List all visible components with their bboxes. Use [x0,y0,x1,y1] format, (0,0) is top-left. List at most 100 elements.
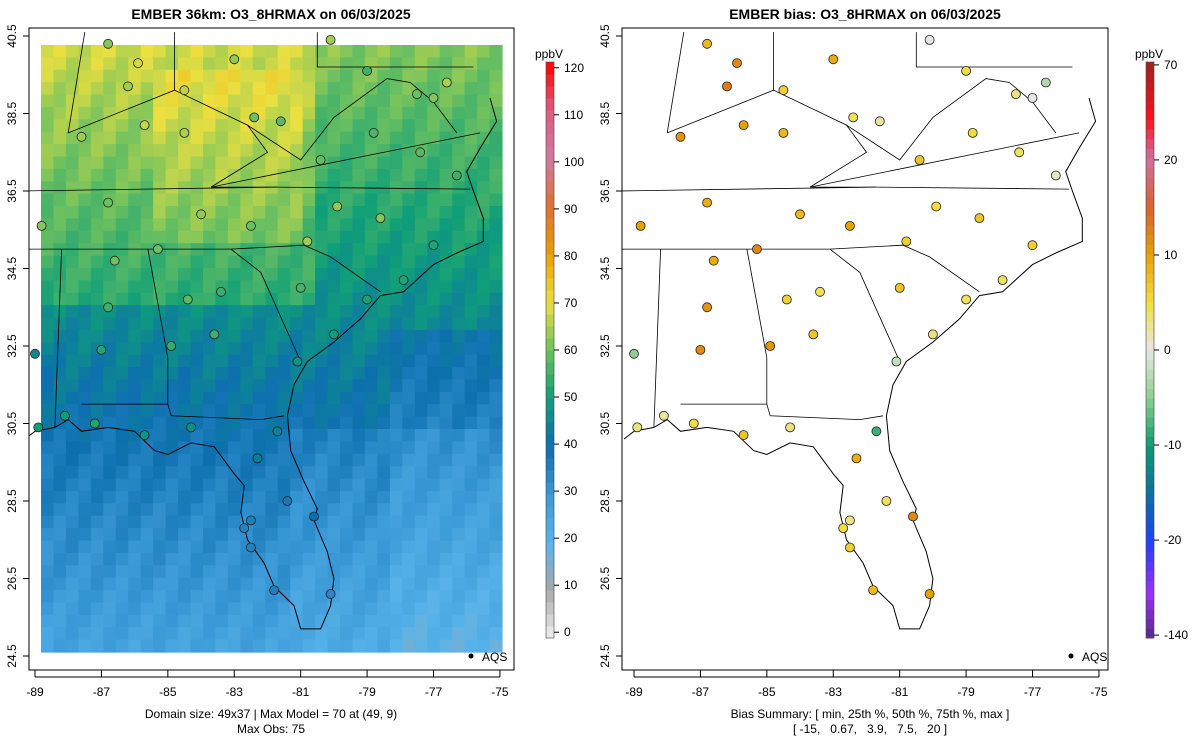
grid-cell [90,255,104,269]
colorbar-segment [1146,609,1154,620]
grid-cell [90,354,104,368]
grid-cell [128,342,142,356]
grid-cell [439,614,453,628]
grid-cell [140,131,154,145]
obs-point [325,589,336,599]
grid-cell [153,193,167,207]
grid-cell [302,540,316,554]
grid-cell [215,94,229,108]
grid-cell [315,168,329,182]
grid-cell [402,627,416,641]
grid-cell [352,528,366,542]
grid-cell [402,131,416,145]
grid-cell [65,552,79,566]
grid-cell [439,379,453,393]
grid-cell [364,218,378,232]
colorbar-segment [1146,532,1154,543]
grid-cell [452,342,466,356]
grid-cell [78,590,92,604]
grid-cell [427,329,441,343]
grid-cell [477,552,491,566]
grid-cell [227,503,241,517]
colorbar-segment [1146,225,1154,236]
grid-cell [115,243,129,257]
grid-cell [477,280,491,294]
grid-cell [265,230,279,244]
grid-cell [340,466,354,480]
grid-cell [427,168,441,182]
grid-cell [78,106,92,120]
grid-cell [78,305,92,319]
grid-cell [427,565,441,579]
grid-cell [489,329,503,343]
obs-point [325,35,336,45]
grid-cell [90,404,104,418]
grid-cell [414,540,428,554]
grid-cell [265,354,279,368]
grid-cell [290,119,304,133]
grid-cell [340,639,354,653]
grid-cell [402,565,416,579]
colorbar-segment [1146,138,1154,149]
bias-point [874,116,885,127]
colorbar-segment [1146,129,1154,140]
grid-cell [290,106,304,120]
grid-cell [290,292,304,306]
grid-cell [41,292,55,306]
bias-point [891,356,902,367]
grid-cell [165,206,179,219]
grid-cell [153,416,167,430]
grid-cell [414,57,428,71]
grid-cell [227,268,241,281]
grid-cell [315,292,329,306]
grid-cell [477,391,491,405]
grid-cell [252,503,266,517]
grid-cell [190,552,204,566]
grid-cell [477,416,491,430]
grid-cell [477,379,491,393]
grid-cell [115,45,129,58]
colorbar-segment [546,602,554,615]
grid-cell [215,106,229,120]
grid-cell [389,528,403,542]
grid-cell [115,94,129,108]
grid-cell [402,243,416,257]
grid-cell [302,552,316,566]
grid-cell [477,515,491,529]
grid-cell [178,379,192,393]
grid-cell [489,119,503,133]
right-footer-line1: Bias Summary: [ min, 25th %, 50th %, 75t… [731,707,1010,721]
colorbar-segment [1146,513,1154,524]
grid-cell [140,57,154,71]
colorbar-segment [1146,426,1154,437]
grid-cell [53,466,67,480]
grid-cell [41,540,55,554]
grid-cell [414,342,428,356]
grid-cell [377,268,391,281]
obs-point [96,344,107,355]
grid-cell [290,69,304,83]
grid-cell [302,342,316,356]
grid-cell [252,404,266,418]
grid-cell [377,565,391,579]
grid-cell [252,268,266,281]
bias-point [702,197,712,208]
grid-cell [377,577,391,591]
grid-cell [140,503,154,517]
grid-cell [452,218,466,232]
grid-cell [464,577,478,591]
grid-cell [178,491,192,504]
grid-cell [414,181,428,195]
grid-cell [452,577,466,591]
grid-cell [439,342,453,356]
grid-cell [464,503,478,517]
grid-cell [402,82,416,96]
grid-cell [389,255,403,269]
grid-cell [352,515,366,529]
state-boundary [230,244,381,293]
grid-cell [489,144,503,158]
grid-cell [140,552,154,566]
grid-cell [65,255,79,269]
grid-cell [464,528,478,542]
grid-cell [489,243,503,257]
